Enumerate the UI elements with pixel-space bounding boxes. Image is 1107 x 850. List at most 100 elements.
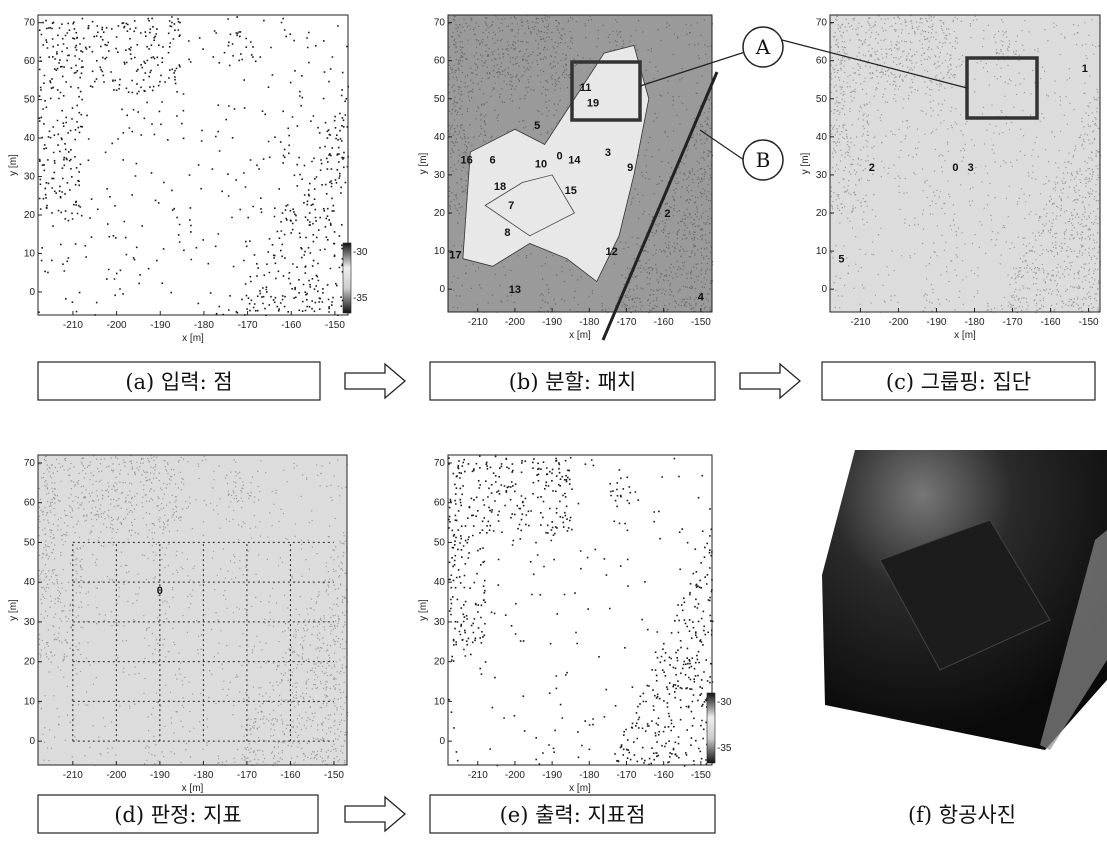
- y-tick-label: 40: [434, 132, 446, 143]
- x-tick-label: -160: [281, 320, 301, 331]
- x-tick-label: -160: [654, 317, 674, 328]
- x-tick-label: -170: [616, 317, 636, 328]
- y-tick-label: 10: [24, 696, 36, 707]
- x-tick-label: -190: [150, 770, 170, 781]
- y-tick-label: 30: [434, 617, 446, 628]
- plot-panel: -210-200-190-180-170-160-150010203040506…: [800, 15, 1101, 341]
- plot-area: [38, 455, 347, 765]
- plot-area: [448, 455, 712, 765]
- x-tick-label: -200: [107, 320, 127, 331]
- plot-panel: -210-200-190-180-170-160-150010203040506…: [418, 455, 732, 794]
- x-tick-label: -150: [325, 320, 345, 331]
- x-tick-label: -200: [106, 770, 126, 781]
- y-tick-label: 60: [24, 56, 36, 67]
- callout-label: A: [755, 35, 771, 59]
- y-tick-label: 0: [439, 284, 445, 295]
- y-tick-label: 30: [24, 617, 36, 628]
- patch-label: 14: [568, 155, 581, 167]
- flow-arrow: [740, 364, 800, 398]
- x-tick-label: -210: [468, 317, 488, 328]
- caption: (e) 출력: 지표점: [500, 803, 646, 827]
- y-tick-label: 70: [24, 18, 36, 29]
- x-tick-label: -210: [850, 317, 870, 328]
- flow-arrow: [345, 364, 405, 398]
- figure: -210-200-190-180-170-160-150010203040506…: [0, 0, 1107, 850]
- y-tick-label: 10: [24, 248, 36, 259]
- y-axis-label: y [m]: [8, 599, 19, 621]
- caption: (c) 그룹핑: 집단: [886, 370, 1031, 394]
- x-tick-label: -190: [542, 770, 562, 781]
- y-tick-label: 70: [24, 458, 36, 469]
- y-tick-label: 40: [24, 577, 36, 588]
- flow-arrow: [345, 797, 405, 831]
- x-tick-label: -200: [505, 317, 525, 328]
- x-axis-label: x [m]: [954, 330, 976, 341]
- y-tick-label: 50: [24, 95, 36, 106]
- y-tick-label: 10: [816, 246, 828, 257]
- patch-label: 6: [490, 155, 496, 167]
- plot-area: [38, 15, 348, 315]
- patch-label: 7: [508, 200, 514, 212]
- x-axis-label: x [m]: [182, 783, 204, 794]
- x-tick-label: -160: [280, 770, 300, 781]
- patch-label: 4: [698, 292, 705, 304]
- patch-label: 3: [968, 162, 974, 174]
- patch-label: 2: [869, 162, 875, 174]
- y-axis-label: y [m]: [800, 152, 811, 174]
- caption: (a) 입력: 점: [125, 370, 232, 394]
- patch-label: 10: [535, 158, 547, 170]
- x-tick-label: -190: [926, 317, 946, 328]
- patch-label: 1: [1082, 63, 1088, 75]
- y-axis-label: y [m]: [8, 154, 19, 176]
- x-axis-label: x [m]: [182, 333, 204, 344]
- patch-label: 5: [534, 120, 540, 132]
- y-tick-label: 0: [29, 736, 35, 747]
- colorbar: [707, 693, 715, 763]
- patch-label: 5: [838, 254, 844, 266]
- x-tick-label: -150: [691, 770, 711, 781]
- y-tick-label: 20: [816, 208, 828, 219]
- y-tick-label: 20: [434, 657, 446, 668]
- caption: (f) 항공사진: [908, 803, 1016, 827]
- x-tick-label: -210: [63, 770, 83, 781]
- y-tick-label: 60: [816, 56, 828, 67]
- x-axis-label: x [m]: [569, 330, 591, 341]
- plot-panel: -210-200-190-180-170-160-150010203040506…: [8, 455, 348, 794]
- plot-panel: -210-200-190-180-170-160-150010203040506…: [418, 15, 713, 341]
- patch-label: 3: [605, 147, 611, 159]
- patch-label: 18: [494, 181, 506, 193]
- x-axis-label: x [m]: [569, 783, 591, 794]
- patch-label: 12: [605, 246, 617, 258]
- x-tick-label: -180: [579, 770, 599, 781]
- patch-label: 17: [449, 250, 461, 262]
- y-tick-label: 10: [434, 696, 446, 707]
- y-tick-label: 10: [434, 246, 446, 257]
- colorbar-label: -35: [717, 743, 732, 754]
- y-tick-label: 70: [434, 18, 446, 29]
- x-tick-label: -170: [237, 770, 257, 781]
- plot-panel: -210-200-190-180-170-160-150010203040506…: [8, 15, 368, 344]
- callout-label: B: [756, 148, 771, 172]
- y-tick-label: 70: [816, 18, 828, 29]
- colorbar: [343, 243, 351, 313]
- colorbar-label: -35: [353, 293, 368, 304]
- colorbar-label: -30: [717, 697, 732, 708]
- y-tick-label: 50: [816, 94, 828, 105]
- x-tick-label: -180: [194, 320, 214, 331]
- patch-label: 2: [664, 208, 670, 220]
- x-tick-label: -150: [324, 770, 344, 781]
- y-tick-label: 20: [24, 210, 36, 221]
- patch-label: 13: [509, 284, 521, 296]
- y-axis-label: y [m]: [418, 599, 429, 621]
- y-tick-label: 40: [24, 133, 36, 144]
- y-tick-label: 60: [434, 498, 446, 509]
- patch-label: 19: [587, 97, 599, 109]
- x-tick-label: -170: [616, 770, 636, 781]
- x-tick-label: -190: [542, 317, 562, 328]
- y-tick-label: 60: [24, 498, 36, 509]
- x-tick-label: -180: [579, 317, 599, 328]
- x-tick-label: -150: [1079, 317, 1099, 328]
- x-tick-label: -190: [150, 320, 170, 331]
- x-tick-label: -200: [888, 317, 908, 328]
- y-tick-label: 0: [821, 284, 827, 295]
